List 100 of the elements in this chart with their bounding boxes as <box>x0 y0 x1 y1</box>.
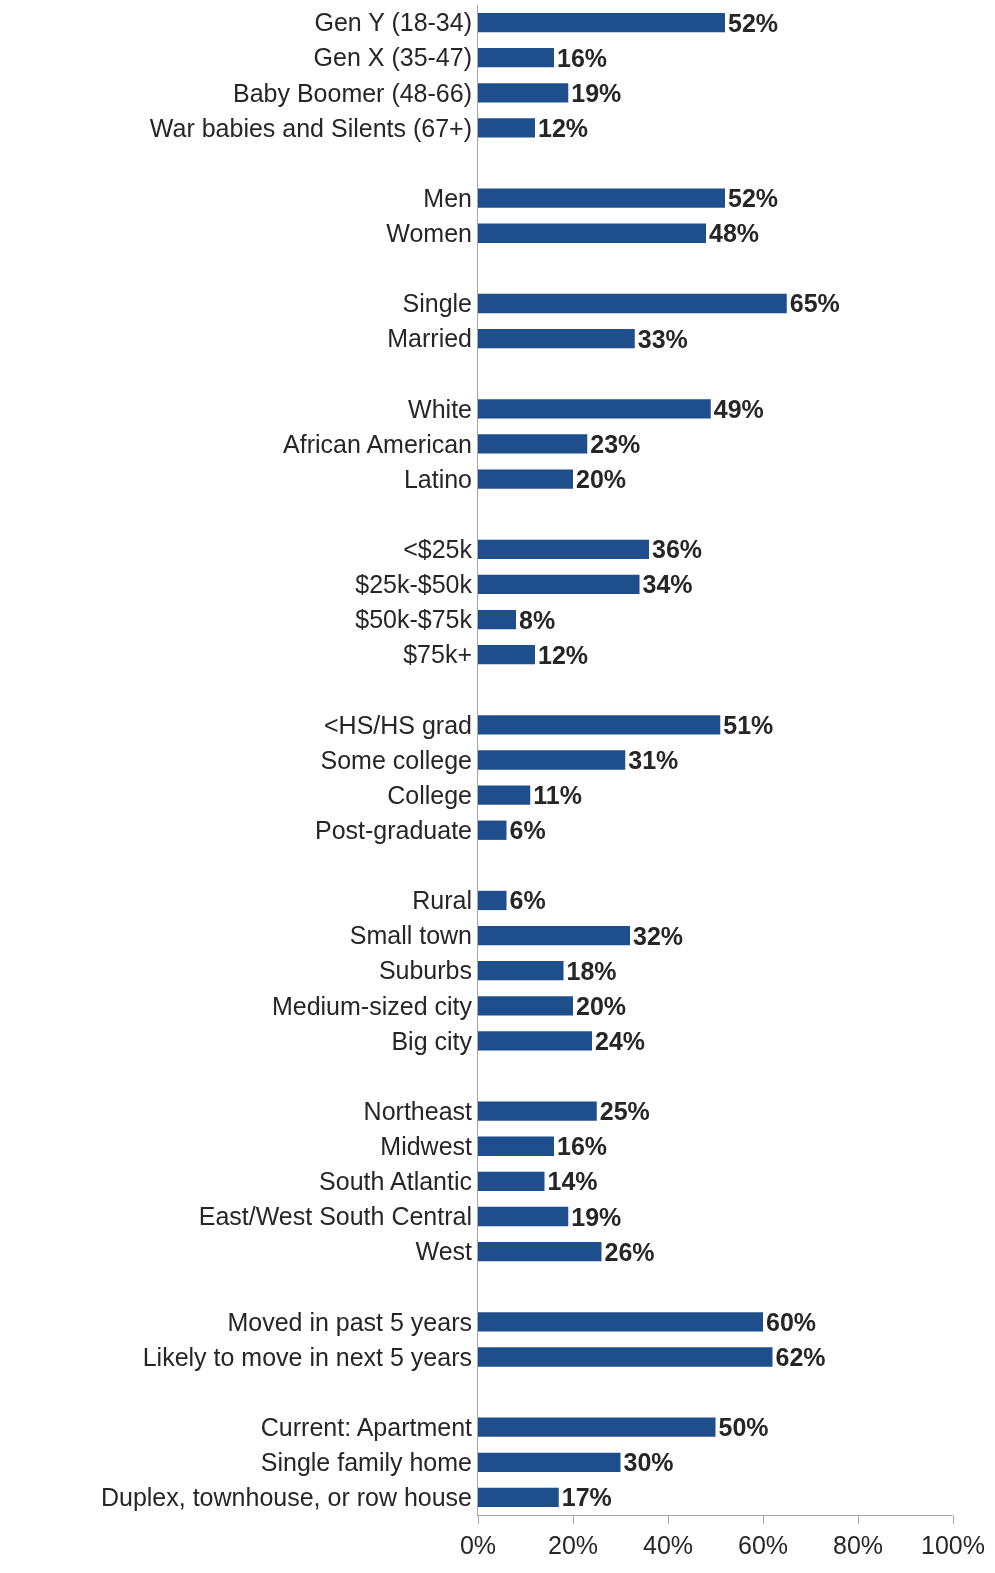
y-tick-label: Likely to move in next 5 years <box>142 1342 472 1371</box>
bar <box>478 574 640 595</box>
y-tick-label: Current: Apartment <box>260 1412 473 1441</box>
x-tick-label: 80% <box>832 1531 884 1559</box>
y-tick-label: Moved in past 5 years <box>227 1307 472 1336</box>
bar <box>478 1452 621 1472</box>
bar <box>478 293 787 314</box>
data-label: 6% <box>509 886 546 915</box>
data-label: 19% <box>571 78 622 107</box>
bar <box>478 223 706 243</box>
y-tick-label: Post-graduate <box>314 815 472 844</box>
data-label: 20% <box>576 465 627 494</box>
bar <box>478 1171 545 1192</box>
bar <box>478 785 531 805</box>
bar <box>478 715 721 735</box>
y-tick-label: Medium-sized city <box>271 991 473 1020</box>
y-tick-label: Northeast <box>363 1096 473 1125</box>
data-label: 11% <box>533 781 582 810</box>
data-label: 48% <box>709 219 760 248</box>
data-label: 49% <box>713 394 764 423</box>
y-tick-label: $25k-$50k <box>355 570 473 599</box>
bar <box>478 961 564 981</box>
bar <box>478 1031 592 1051</box>
data-label: 34% <box>642 570 693 599</box>
data-label: 23% <box>590 429 641 458</box>
y-tick-label: <$25k <box>403 535 473 564</box>
bar <box>478 1312 763 1332</box>
x-tick-label: 100% <box>921 1531 985 1559</box>
data-label: 36% <box>652 535 703 564</box>
data-label: 52% <box>728 184 779 213</box>
data-label: 16% <box>557 1132 608 1161</box>
y-tick-label: Baby Boomer (48-66) <box>232 78 472 107</box>
bar <box>478 48 554 68</box>
x-tick-label: 40% <box>642 1531 694 1559</box>
data-label: 50% <box>718 1413 769 1442</box>
data-label: 33% <box>637 324 688 353</box>
y-tick-label: College <box>387 780 472 809</box>
y-tick-label: Suburbs <box>378 956 472 985</box>
bar <box>478 1136 554 1156</box>
bar <box>478 609 516 630</box>
data-label: 24% <box>595 1026 646 1055</box>
bar <box>478 1241 602 1262</box>
bar <box>478 399 711 419</box>
y-tick-label: White <box>408 394 472 423</box>
y-tick-label: East/West South Central <box>198 1202 472 1231</box>
y-tick-label: South Atlantic <box>319 1167 472 1196</box>
data-label: 60% <box>766 1307 817 1336</box>
bar <box>478 434 588 454</box>
data-label: 8% <box>519 605 556 634</box>
bar <box>478 83 569 103</box>
y-tick-label: <HS/HS grad <box>324 710 472 739</box>
data-label: 12% <box>538 113 589 142</box>
bar <box>478 188 725 208</box>
y-tick-label: Rural <box>412 886 472 915</box>
y-tick-label: Some college <box>320 745 472 774</box>
bar <box>478 12 725 33</box>
y-tick-label: $75k+ <box>403 640 472 669</box>
y-tick-label: Gen X (35-47) <box>313 43 472 72</box>
bar <box>478 1206 569 1227</box>
data-label: 25% <box>599 1097 650 1126</box>
bar <box>478 469 573 489</box>
data-label: 51% <box>723 710 774 739</box>
bar <box>478 1101 597 1121</box>
bar <box>478 996 573 1016</box>
data-label: 62% <box>775 1342 826 1371</box>
data-label: 20% <box>576 991 627 1020</box>
data-label: 16% <box>557 43 608 72</box>
y-tick-label: Small town <box>349 921 472 950</box>
y-tick-label: Married <box>387 324 472 353</box>
bar <box>478 750 626 770</box>
data-label: 14% <box>547 1167 598 1196</box>
y-tick-label: Duplex, townhouse, or row house <box>100 1483 472 1512</box>
x-tick-label: 20% <box>547 1531 599 1559</box>
bar <box>478 328 635 349</box>
data-label: 19% <box>571 1202 622 1231</box>
data-label: 17% <box>561 1483 612 1512</box>
bar <box>478 1417 716 1437</box>
bar <box>478 539 649 559</box>
data-label: 30% <box>623 1448 674 1477</box>
y-tick-label: Gen Y (18-34) <box>314 8 472 37</box>
y-tick-label: War babies and Silents (67+) <box>149 113 472 142</box>
y-tick-label: Single <box>402 289 472 318</box>
bar <box>478 1487 559 1508</box>
data-label: 18% <box>566 956 617 985</box>
data-label: 52% <box>728 8 779 37</box>
bar <box>478 118 535 138</box>
data-label: 6% <box>509 816 546 845</box>
bar <box>478 890 507 911</box>
bar <box>478 1347 773 1367</box>
y-tick-label: Midwest <box>380 1132 473 1161</box>
y-tick-label: $50k-$75k <box>355 605 473 634</box>
x-tick-label: 60% <box>737 1531 789 1559</box>
y-tick-label: West <box>415 1237 473 1266</box>
y-tick-label: Latino <box>403 464 472 493</box>
data-label: 31% <box>628 746 679 774</box>
y-tick-label: Women <box>386 219 472 248</box>
data-label: 65% <box>789 289 840 318</box>
y-tick-label: Big city <box>391 1026 473 1055</box>
bar <box>478 820 507 840</box>
data-label: 32% <box>633 921 684 950</box>
